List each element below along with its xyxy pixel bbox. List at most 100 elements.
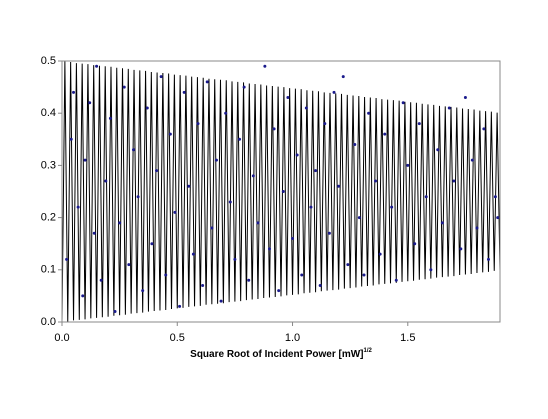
point [417,122,421,126]
y-tick-label: 0.2 [41,212,56,224]
point [196,122,200,126]
point [182,90,186,94]
x-axis-label-main: Square Root of Incident Power [mW] [190,349,363,360]
point [362,273,366,277]
point [277,289,281,293]
point [263,64,267,68]
point [436,148,440,152]
point [463,96,467,100]
y-tick-label: 0.5 [41,55,56,67]
point [493,195,497,199]
point [131,148,135,152]
point [314,169,318,173]
point [323,122,327,126]
point [122,85,126,89]
point [224,111,228,115]
point [346,263,350,267]
point [173,210,177,214]
point [238,137,242,141]
point [300,273,304,277]
point [113,310,117,314]
point [168,132,172,136]
point [496,216,500,220]
point [332,90,336,94]
point [251,174,255,178]
y-tick-label: 0.4 [41,107,56,119]
point [95,64,99,68]
point [228,200,232,204]
point [108,116,112,120]
point [413,242,417,246]
point [214,158,218,162]
point [401,101,405,105]
point [233,257,237,261]
point [459,247,463,251]
point [99,278,103,282]
point [406,163,410,167]
point [378,252,382,256]
point [242,85,246,89]
point [286,96,290,100]
point [118,221,122,225]
point [337,184,341,188]
point [357,216,361,220]
point [83,158,87,162]
point [390,205,394,209]
x-axis-label: Square Root of Incident Power [mW]1/2 [190,348,372,360]
point [367,111,371,115]
point [155,169,159,173]
point [440,221,444,225]
point [272,127,276,131]
point [247,278,251,282]
y-tick-label: 0.3 [41,159,56,171]
point [447,106,451,110]
point [178,304,182,308]
point [291,236,295,240]
point [76,205,80,209]
point [309,205,313,209]
point [187,184,191,188]
point [429,268,433,272]
point [150,242,154,246]
x-tick-label: 0.0 [54,332,69,344]
line [61,61,501,323]
point [65,257,69,261]
point [164,273,168,277]
point [267,247,271,251]
point [88,101,92,105]
point [353,143,357,147]
x-tick-label: 1.5 [400,332,415,344]
point [210,226,214,230]
point [486,257,490,261]
point [256,221,260,225]
y-tick-label: 0.0 [41,316,56,328]
point [475,226,479,230]
point [452,179,456,183]
point [304,106,308,110]
point [341,75,345,79]
point [205,80,209,84]
y-tick-label: 0.1 [41,264,56,276]
x-tick-label: 1.0 [285,332,300,344]
point [295,153,299,157]
x-tick-label: 0.5 [170,332,185,344]
point [92,231,96,235]
point [281,190,285,193]
point [470,158,474,162]
point [136,195,140,199]
point [69,137,73,141]
point [318,283,322,287]
point [424,195,428,199]
point [127,263,131,267]
point [141,289,145,293]
point [159,75,163,79]
point [394,278,398,282]
point [374,179,378,183]
point [72,90,76,94]
point [145,106,149,110]
point [191,252,195,256]
point [201,283,205,287]
point [383,132,387,136]
point [482,127,486,131]
